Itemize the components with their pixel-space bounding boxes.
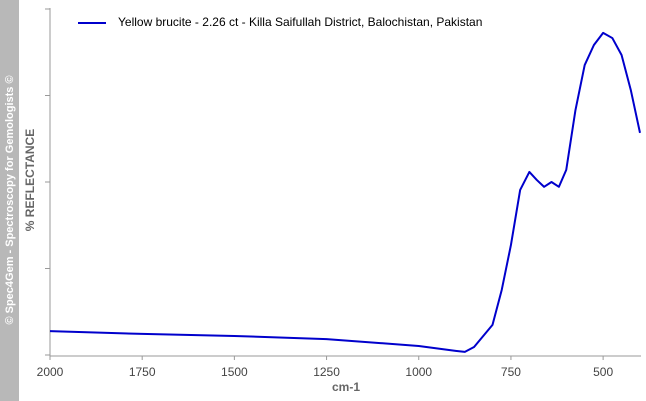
y-axis-label: % REFLECTANCE xyxy=(23,129,37,231)
legend-label: Yellow brucite - 2.26 ct - Killa Saifull… xyxy=(118,15,482,29)
x-tick-label: 750 xyxy=(501,365,521,379)
side-band xyxy=(0,0,19,401)
line xyxy=(49,31,641,353)
x-tick-label: 1000 xyxy=(405,365,432,379)
x-tick-label: 1250 xyxy=(313,365,340,379)
watermark: © Spec4Gem - Spectroscopy for Gemologist… xyxy=(4,75,16,324)
x-tick-label: 1750 xyxy=(129,365,156,379)
x-tick-label: 500 xyxy=(593,365,613,379)
x-tick-label: 2000 xyxy=(37,365,64,379)
x-axis-label: cm-1 xyxy=(332,380,360,394)
x-tick-label: 1500 xyxy=(221,365,248,379)
